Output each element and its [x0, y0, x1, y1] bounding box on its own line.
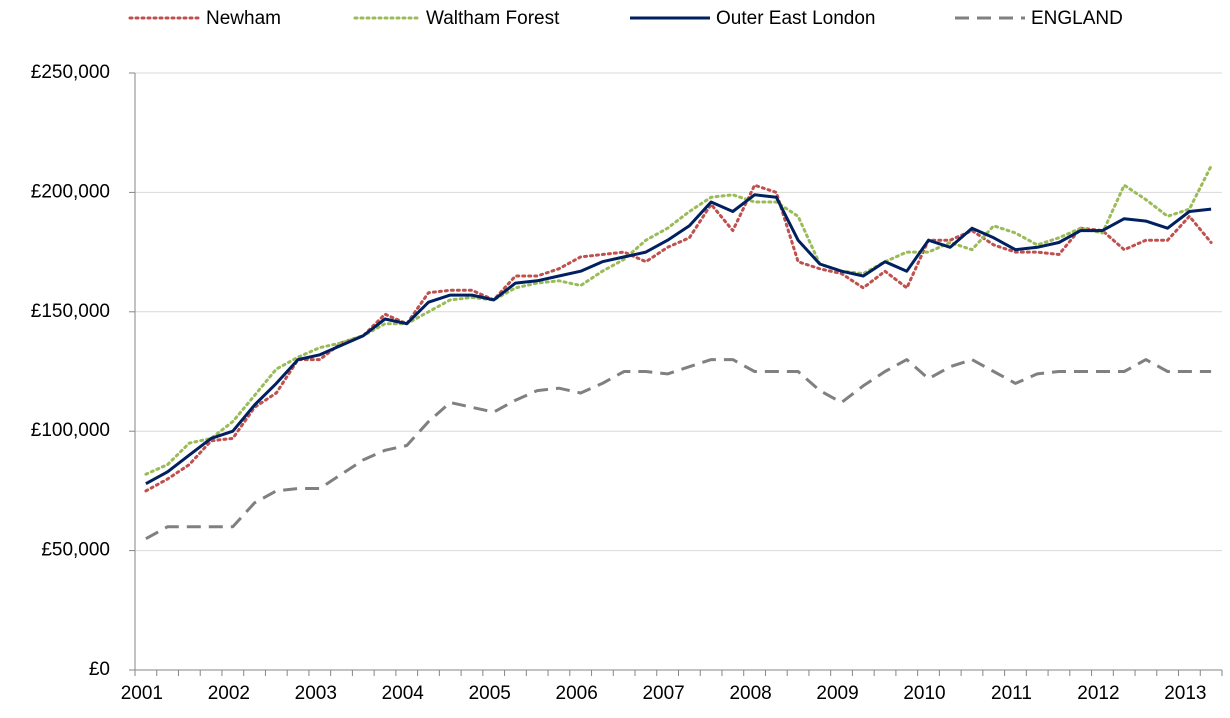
x-tick-label: 2009	[816, 683, 858, 704]
y-tick-label: £100,000	[31, 420, 110, 441]
x-tick-label: 2011	[991, 683, 1032, 704]
series-line	[144, 164, 1213, 476]
x-tick-label: 2001	[121, 683, 163, 704]
y-tick-label: £200,000	[31, 181, 110, 202]
series-line	[145, 193, 1212, 486]
x-tick-label: 2003	[295, 683, 337, 704]
y-tick-label: £0	[89, 659, 110, 680]
y-tick-label: £250,000	[31, 62, 110, 83]
x-tick-label: 2002	[208, 683, 250, 704]
legend-label: Waltham Forest	[426, 8, 560, 29]
x-tick-label: 2012	[1077, 683, 1119, 704]
y-tick-label: £150,000	[31, 301, 110, 322]
series-line	[145, 358, 1212, 541]
x-tick-label: 2005	[469, 683, 511, 704]
legend-label: ENGLAND	[1031, 8, 1123, 29]
series-line	[144, 183, 1213, 493]
y-tick-label: £50,000	[41, 540, 110, 561]
x-tick-label: 2004	[382, 683, 425, 704]
x-tick-label: 2013	[1164, 683, 1206, 704]
x-tick-label: 2008	[729, 683, 771, 704]
x-tick-label: 2007	[642, 683, 684, 704]
x-tick-label: 2010	[903, 683, 945, 704]
x-tick-label: 2006	[556, 683, 598, 704]
legend-label: Newham	[206, 8, 281, 29]
legend-label: Outer East London	[716, 8, 876, 29]
